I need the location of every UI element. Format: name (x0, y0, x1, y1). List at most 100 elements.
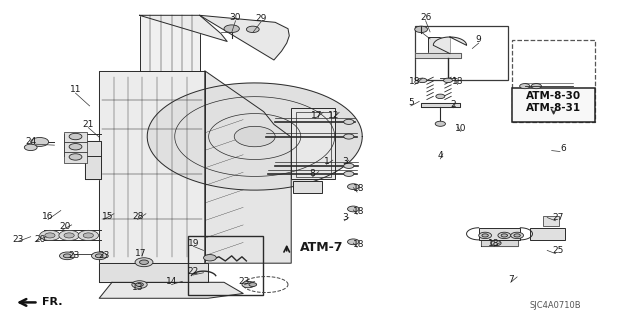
Polygon shape (85, 141, 101, 179)
Circle shape (249, 283, 257, 286)
Bar (543, 216, 559, 226)
Text: 26: 26 (420, 13, 431, 22)
Polygon shape (415, 53, 461, 58)
Text: 29: 29 (255, 14, 267, 23)
Text: 18: 18 (452, 77, 463, 86)
Text: 21: 21 (83, 120, 94, 129)
Text: 10: 10 (455, 124, 467, 133)
Polygon shape (99, 263, 208, 282)
Circle shape (63, 254, 71, 258)
Circle shape (136, 283, 143, 286)
Circle shape (514, 234, 520, 237)
Circle shape (234, 126, 275, 147)
Text: FR.: FR. (42, 297, 62, 308)
Text: ATM-7: ATM-7 (300, 241, 343, 254)
Text: ATM-8-31: ATM-8-31 (526, 103, 581, 114)
Circle shape (344, 119, 354, 124)
Text: 23: 23 (68, 251, 79, 260)
Text: 18: 18 (409, 77, 420, 86)
Text: 24: 24 (25, 137, 36, 146)
Text: 16: 16 (42, 212, 54, 221)
Circle shape (59, 230, 79, 241)
Bar (188, 236, 263, 295)
Circle shape (498, 232, 511, 239)
Text: 12: 12 (328, 111, 340, 120)
Circle shape (482, 234, 488, 237)
Circle shape (344, 134, 354, 139)
Circle shape (344, 163, 354, 168)
Text: 25: 25 (552, 246, 564, 255)
Circle shape (60, 252, 75, 260)
Circle shape (140, 260, 148, 264)
Circle shape (501, 234, 508, 237)
Bar (64, 152, 87, 163)
Text: 3: 3 (343, 157, 348, 166)
Circle shape (511, 232, 524, 239)
Text: 13: 13 (132, 283, 143, 292)
Circle shape (520, 84, 530, 89)
Bar (296, 112, 331, 177)
Text: 17: 17 (311, 111, 323, 120)
Bar (530, 228, 565, 240)
Circle shape (40, 230, 60, 241)
Circle shape (204, 255, 216, 261)
Circle shape (64, 233, 74, 238)
Circle shape (444, 78, 452, 83)
Bar (512, 88, 595, 122)
Circle shape (135, 258, 153, 267)
Circle shape (69, 144, 82, 150)
Text: 28: 28 (132, 212, 143, 221)
Text: SJC4A0710B: SJC4A0710B (530, 301, 581, 310)
Polygon shape (481, 240, 518, 246)
Bar (428, 37, 450, 54)
Text: 17: 17 (135, 249, 147, 258)
Circle shape (45, 233, 55, 238)
Text: 30: 30 (230, 13, 241, 22)
Bar (140, 15, 200, 71)
Text: 6: 6 (561, 144, 566, 153)
Circle shape (132, 281, 147, 288)
Circle shape (69, 133, 82, 140)
Polygon shape (200, 15, 289, 60)
Polygon shape (140, 15, 227, 41)
Text: 19: 19 (188, 239, 199, 248)
Polygon shape (433, 37, 467, 54)
Bar (479, 228, 520, 240)
Circle shape (479, 232, 492, 239)
Text: 7: 7 (508, 275, 513, 284)
Text: 11: 11 (70, 85, 81, 94)
Circle shape (531, 84, 541, 89)
Text: 20: 20 (34, 235, 45, 244)
Text: 18: 18 (488, 239, 500, 248)
Circle shape (31, 137, 49, 146)
Bar (291, 108, 335, 179)
Circle shape (24, 144, 37, 151)
Text: 18: 18 (353, 240, 364, 249)
Circle shape (246, 26, 259, 33)
Circle shape (348, 239, 359, 245)
Polygon shape (99, 71, 205, 263)
Bar (293, 181, 322, 193)
Polygon shape (421, 103, 460, 107)
Text: 23: 23 (239, 277, 250, 286)
Text: 3: 3 (343, 213, 348, 222)
Text: 9: 9 (476, 35, 481, 44)
Circle shape (415, 26, 428, 33)
Bar (64, 132, 87, 142)
Circle shape (69, 154, 82, 160)
Text: 8: 8 (310, 169, 315, 178)
Bar (64, 142, 87, 152)
Circle shape (224, 25, 239, 33)
Text: 27: 27 (552, 213, 564, 222)
Polygon shape (205, 71, 291, 263)
Polygon shape (147, 83, 362, 190)
Circle shape (242, 281, 255, 288)
Circle shape (344, 171, 354, 176)
Polygon shape (99, 282, 243, 298)
Text: 23: 23 (98, 251, 109, 260)
Text: 2: 2 (451, 100, 456, 109)
Text: 18: 18 (353, 184, 364, 193)
Text: 14: 14 (166, 277, 177, 286)
Bar (512, 40, 595, 122)
Circle shape (348, 184, 359, 189)
